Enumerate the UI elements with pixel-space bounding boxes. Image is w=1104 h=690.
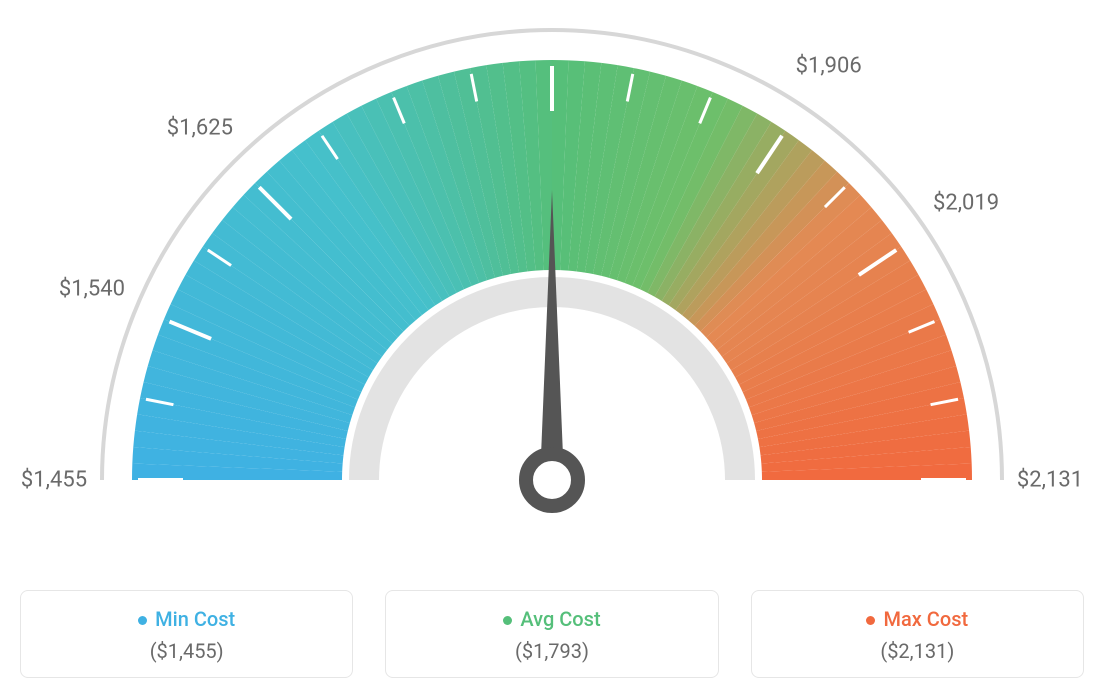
gauge-tick-label: $1,906 <box>796 53 862 78</box>
dot-max <box>866 616 875 625</box>
gauge-tick-label: $1,455 <box>21 468 87 493</box>
dot-min <box>138 616 147 625</box>
gauge-tick-label: $2,131 <box>1017 468 1083 493</box>
legend-title-max: Max Cost <box>770 607 1065 631</box>
legend-max-value: ($2,131) <box>770 639 1065 663</box>
legend-avg-value: ($1,793) <box>404 639 699 663</box>
legend-card-max: Max Cost ($2,131) <box>751 590 1084 678</box>
gauge-tick-label: $1,540 <box>59 277 125 302</box>
legend-card-min: Min Cost ($1,455) <box>20 590 353 678</box>
legend-min-value: ($1,455) <box>39 639 334 663</box>
legend-avg-label: Avg Cost <box>520 607 600 631</box>
legend-title-min: Min Cost <box>39 607 334 631</box>
legend-max-label: Max Cost <box>883 607 968 631</box>
gauge-svg <box>0 0 1104 560</box>
dot-avg <box>503 616 512 625</box>
legend-title-avg: Avg Cost <box>404 607 699 631</box>
gauge-tick-label: $2,019 <box>933 191 999 216</box>
legend-row: Min Cost ($1,455) Avg Cost ($1,793) Max … <box>0 590 1104 678</box>
legend-card-avg: Avg Cost ($1,793) <box>385 590 718 678</box>
gauge-tick-label: $1,625 <box>167 115 233 140</box>
gauge-chart: $1,455$1,540$1,625$1,793$1,906$2,019$2,1… <box>0 0 1104 560</box>
legend-min-label: Min Cost <box>155 607 235 631</box>
